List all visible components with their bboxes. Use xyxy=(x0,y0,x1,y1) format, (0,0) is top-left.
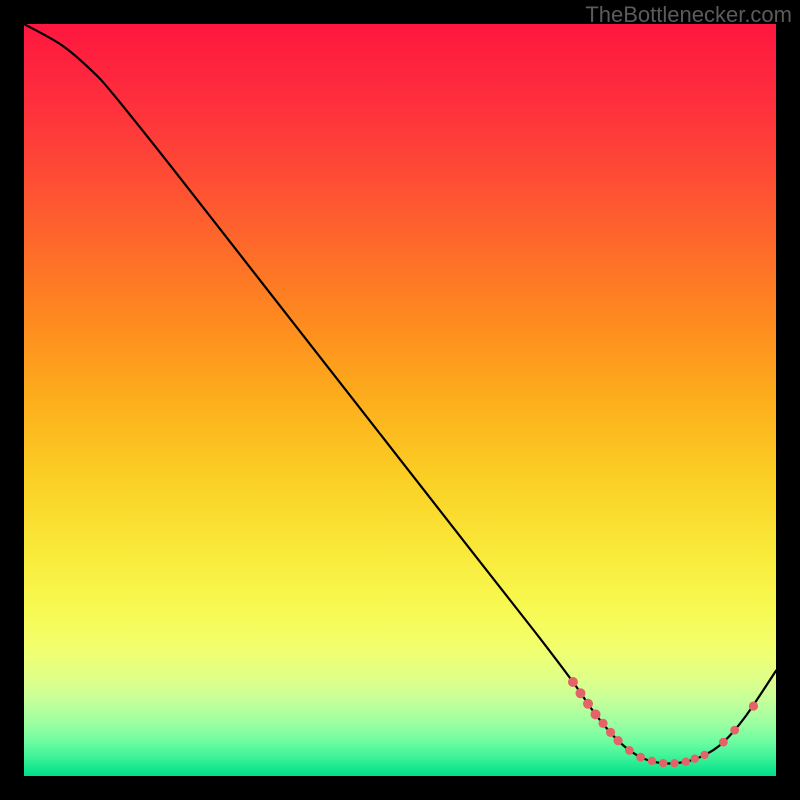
curve-marker xyxy=(749,701,758,710)
curve-layer xyxy=(24,24,776,776)
curve-marker xyxy=(648,757,656,765)
curve-markers xyxy=(568,677,758,767)
curve-marker xyxy=(730,726,739,735)
curve-marker xyxy=(659,759,667,767)
curve-marker xyxy=(575,688,585,698)
curve-marker xyxy=(598,719,607,728)
curve-marker xyxy=(583,699,593,709)
curve-marker xyxy=(682,758,690,766)
curve-marker xyxy=(625,746,634,755)
curve-marker xyxy=(568,677,578,687)
curve-marker xyxy=(591,709,601,719)
curve-marker xyxy=(700,751,708,759)
curve-marker xyxy=(719,738,728,747)
curve-marker xyxy=(691,755,699,763)
curve-marker xyxy=(606,728,615,737)
attribution-text: TheBottlenecker.com xyxy=(585,2,792,28)
curve-marker xyxy=(636,753,645,762)
curve-marker xyxy=(613,736,622,745)
chart-root: TheBottlenecker.com xyxy=(0,0,800,800)
bottleneck-curve xyxy=(24,24,776,763)
plot-area xyxy=(24,24,776,776)
curve-marker xyxy=(670,759,678,767)
